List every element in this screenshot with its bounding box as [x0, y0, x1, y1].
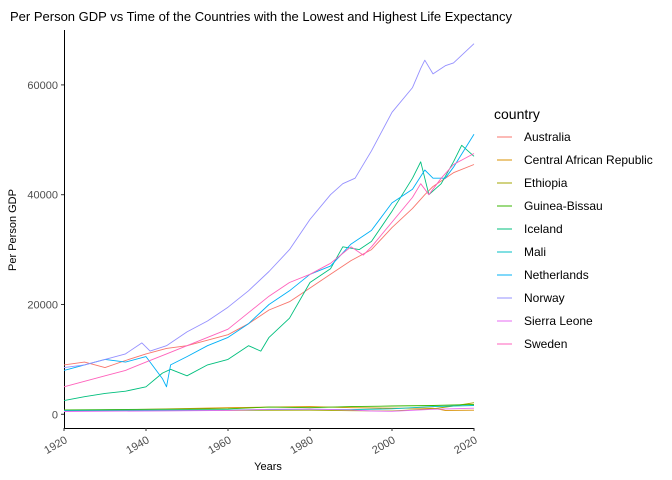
series-line [63, 144, 475, 402]
x-tick-label: 1980 [288, 434, 315, 457]
legend-label: Iceland [524, 222, 563, 236]
legend: country Australia Central African Republi… [494, 106, 653, 351]
legend-label: Central African Republic [524, 153, 653, 167]
series-line [63, 43, 475, 369]
x-tick-label: 1920 [42, 434, 69, 457]
y-axis-title: Per Person GDP [7, 189, 19, 271]
series-line [63, 153, 475, 388]
legend-label: Sweden [524, 337, 567, 351]
chart-title: Per Person GDP vs Time of the Countries … [10, 9, 512, 24]
legend-label: Australia [524, 130, 571, 144]
y-tick-label: 60000 [27, 80, 58, 92]
y-tick-label: 0 [52, 409, 58, 421]
legend-title: country [494, 106, 540, 122]
x-axis-title: Years [254, 461, 282, 473]
y-tick-label: 40000 [27, 190, 58, 202]
x-ticks: 1920 1940 1960 1980 2000 2020 [42, 428, 480, 457]
legend-label: Guinea-Bissau [524, 199, 603, 213]
legend-label: Netherlands [524, 268, 589, 282]
x-tick-label: 2000 [370, 434, 397, 457]
x-tick-label: 1960 [206, 434, 233, 457]
legend-label: Ethiopia [524, 176, 568, 190]
x-tick-label: 2020 [452, 434, 479, 457]
y-ticks: 0 20000 40000 60000 [27, 80, 64, 421]
x-tick-label: 1940 [124, 434, 151, 457]
series-line [63, 134, 475, 388]
legend-label: Sierra Leone [524, 314, 593, 328]
series-line [63, 407, 475, 412]
series-line [63, 403, 475, 411]
y-tick-label: 20000 [27, 299, 58, 311]
legend-label: Norway [524, 291, 565, 305]
series-lines [63, 43, 475, 412]
series-line [63, 164, 475, 369]
legend-label: Mali [524, 245, 546, 259]
